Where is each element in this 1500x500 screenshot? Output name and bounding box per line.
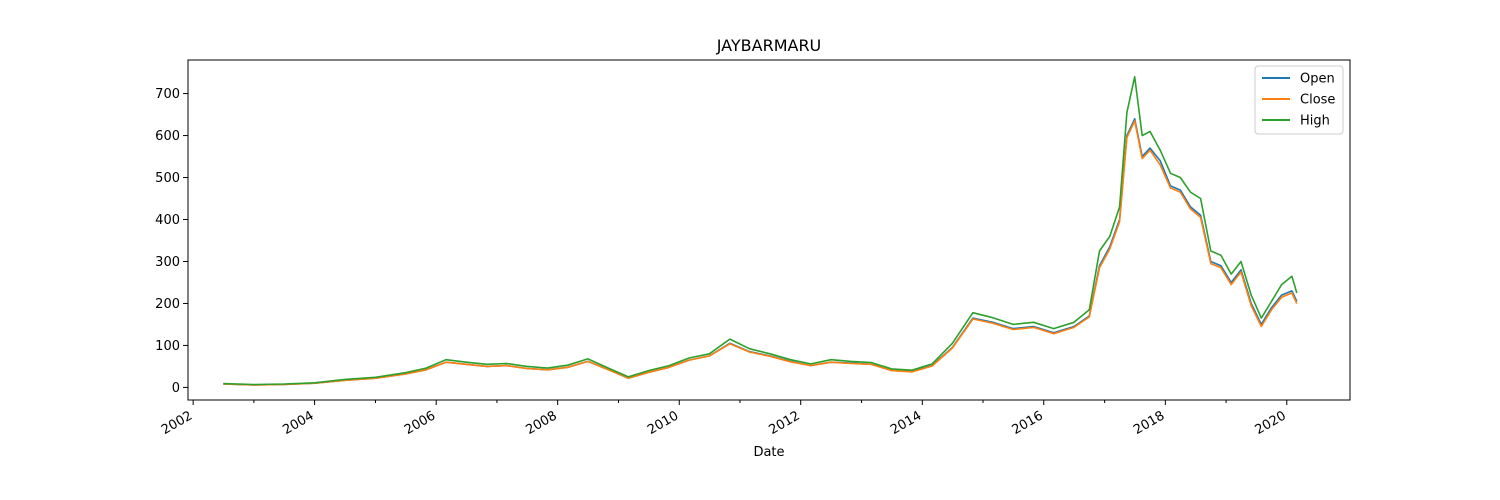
- x-tick-label: 2006: [402, 408, 438, 438]
- x-tick-label: 2020: [1253, 408, 1289, 438]
- x-tick-label: 2016: [1010, 408, 1046, 438]
- chart-title: JAYBARMARU: [716, 36, 822, 55]
- legend: Open Close High: [1254, 65, 1344, 135]
- x-tick-label: 2014: [888, 408, 924, 438]
- x-tick-label: 2012: [767, 408, 803, 438]
- x-tick-label: 2018: [1131, 408, 1167, 438]
- x-tick-label: 2002: [159, 408, 195, 438]
- y-tick-label: 300: [155, 255, 180, 270]
- legend-label-high: High: [1300, 114, 1330, 129]
- plot-frame: [187, 59, 1351, 401]
- legend-label-close: Close: [1300, 93, 1335, 108]
- y-tick-label: 600: [155, 129, 180, 144]
- y-tick-label: 400: [155, 213, 180, 228]
- x-axis-label: Date: [753, 445, 784, 460]
- x-tick-label: 2008: [523, 408, 559, 438]
- x-axis: 2002 2004 2006 2008 2010 2012 2014 2016 2018 2020: [159, 400, 1289, 438]
- y-tick-label: 100: [155, 339, 180, 354]
- x-tick-label: 2010: [645, 408, 681, 438]
- series-line-open: [223, 118, 1298, 386]
- series-line-high: [223, 76, 1298, 386]
- y-axis: 0 100 200 300 400 500 600 700: [155, 87, 188, 396]
- y-tick-label: 0: [172, 381, 180, 396]
- y-tick-label: 200: [155, 297, 180, 312]
- legend-box: [1254, 65, 1344, 135]
- legend-label-open: Open: [1300, 72, 1335, 87]
- plot-area: [223, 76, 1298, 386]
- y-tick-label: 700: [155, 87, 180, 102]
- x-tick-label: 2004: [280, 408, 316, 438]
- series-line-close: [223, 120, 1298, 386]
- y-tick-label: 500: [155, 171, 180, 186]
